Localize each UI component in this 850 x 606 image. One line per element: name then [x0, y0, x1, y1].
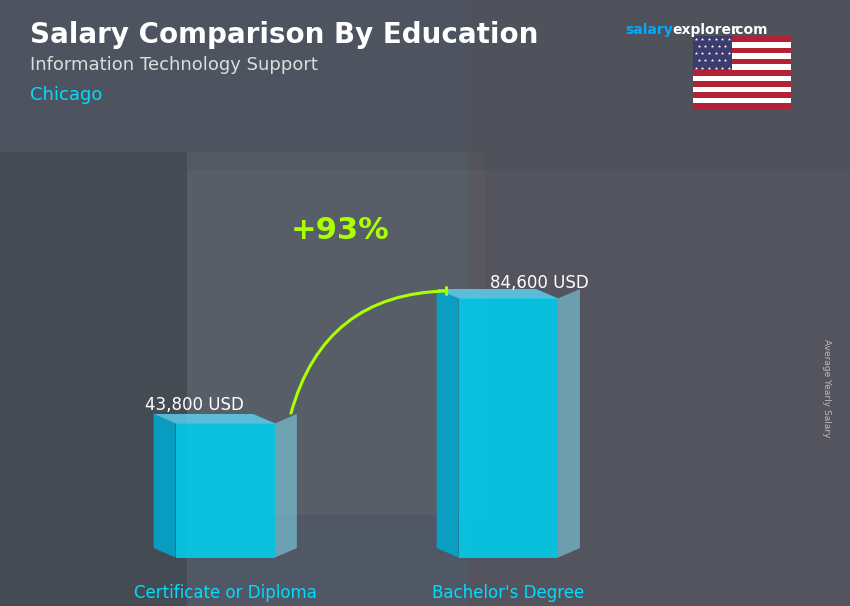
Bar — [693, 53, 791, 59]
Text: Information Technology Support: Information Technology Support — [30, 56, 318, 74]
Bar — [693, 36, 791, 42]
Text: 43,800 USD: 43,800 USD — [145, 396, 244, 414]
Bar — [693, 59, 791, 64]
Bar — [693, 42, 791, 47]
Bar — [693, 70, 791, 76]
Bar — [693, 92, 791, 98]
Bar — [693, 47, 791, 53]
Polygon shape — [154, 414, 275, 424]
Bar — [693, 76, 791, 81]
Bar — [0, 0, 850, 170]
Text: .com: .com — [730, 23, 768, 37]
Bar — [0, 152, 187, 606]
Bar — [187, 152, 484, 515]
Bar — [693, 36, 732, 70]
Bar — [693, 87, 791, 92]
Text: Certificate or Diploma: Certificate or Diploma — [133, 584, 317, 602]
Polygon shape — [154, 414, 175, 558]
Bar — [693, 81, 791, 87]
Bar — [468, 0, 850, 606]
Text: salary: salary — [625, 23, 672, 37]
Bar — [693, 104, 791, 109]
Polygon shape — [437, 289, 458, 558]
Bar — [693, 64, 791, 70]
Text: 84,600 USD: 84,600 USD — [490, 274, 588, 292]
Text: Salary Comparison By Education: Salary Comparison By Education — [30, 21, 538, 49]
Text: Bachelor's Degree: Bachelor's Degree — [432, 584, 585, 602]
Bar — [693, 98, 791, 104]
Bar — [175, 424, 275, 558]
Bar — [458, 298, 558, 558]
Polygon shape — [437, 289, 558, 298]
Text: Chicago: Chicago — [30, 86, 102, 104]
Text: explorer: explorer — [672, 23, 738, 37]
Polygon shape — [275, 414, 297, 558]
Text: +93%: +93% — [291, 216, 389, 245]
Text: Average Yearly Salary: Average Yearly Salary — [822, 339, 830, 437]
Polygon shape — [558, 289, 580, 558]
